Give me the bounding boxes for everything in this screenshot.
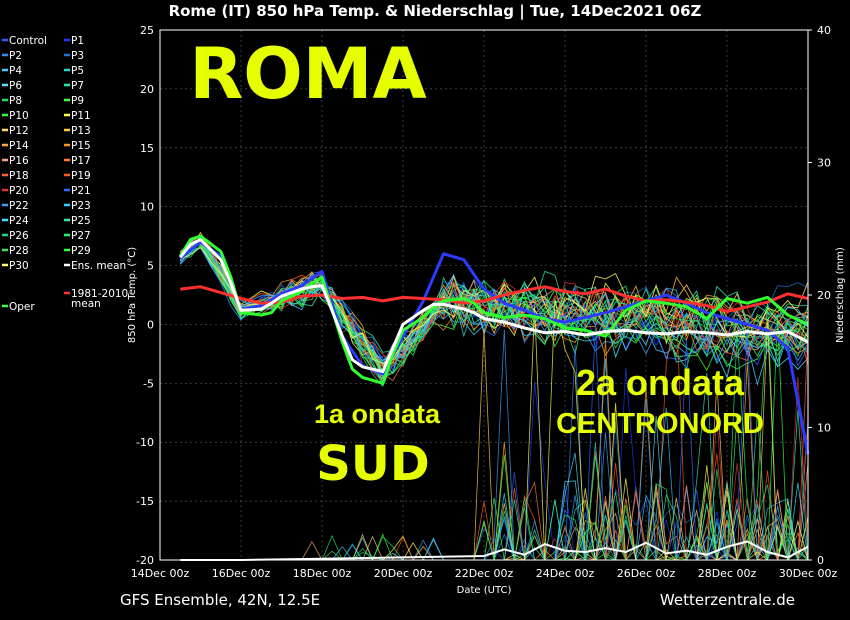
legend-label: P30 [9,260,29,272]
y-tick-left: 5 [147,260,154,273]
y-tick-left: -5 [143,377,154,390]
y-tick-left: 10 [140,201,154,214]
legend-label: P1 [71,35,84,47]
precip-ens-mean-line [180,540,809,561]
y-tick-right: 10 [817,422,831,435]
legend-label: P16 [9,155,29,167]
y-tick-left: -15 [136,495,154,508]
legend-label: P24 [9,215,29,227]
legend-label: P17 [71,155,91,167]
legend-label: P15 [71,140,91,152]
annotation-sud: SUD [316,436,429,492]
y-tick-right: 30 [817,157,831,170]
legend-label: P23 [71,200,91,212]
x-tick: 20Dec 00z [374,567,433,580]
annotation-2a-ondata: 2a ondata [576,362,745,403]
legend: Control P1 P2 P3 P4 P5 P6 P7 P8 P9 P10 P11 P12 P13 P14… [2,35,128,313]
legend-label: Control [9,35,47,47]
legend-label: P19 [71,170,91,182]
y-tick-right: 40 [817,24,831,37]
legend-label: P4 [9,65,22,77]
ensemble-member-line [179,237,809,371]
legend-label: P18 [9,170,29,182]
legend-label: P14 [9,140,29,152]
x-tick: 14Dec 00z [131,567,190,580]
x-ticks: 14Dec 00z 16Dec 00z 18Dec 00z 20Dec 00z 22De… [131,567,838,580]
legend-label: P25 [71,215,91,227]
y-tick-right: 20 [817,289,831,302]
y-tick-right: 0 [817,554,824,567]
legend-label: P5 [71,65,84,77]
x-axis-label: Date (UTC) [457,585,512,596]
legend-label: P7 [71,80,84,92]
chart-title: Rome (IT) 850 hPa Temp. & Niederschlag |… [169,2,702,21]
y-tick-left: -20 [136,554,154,567]
legend-label: P29 [71,245,91,257]
y-tick-left: -10 [136,436,154,449]
x-tick: 16Dec 00z [212,567,271,580]
y-tick-left: 0 [147,318,154,331]
legend-label: P9 [71,95,84,107]
legend-label: P8 [9,95,22,107]
legend-label: P28 [9,245,29,257]
legend-label: P22 [9,200,29,212]
y-tick-left: 15 [140,142,154,155]
x-tick: 26Dec 00z [617,567,676,580]
legend-label: P20 [9,185,29,197]
y-ticks-right: 40 30 20 10 0 [808,24,831,567]
legend-label: P21 [71,185,91,197]
annotation-1a-ondata: 1a ondata [314,399,441,429]
annotation-roma: ROMA [189,33,426,115]
key-lines [179,234,810,455]
y-axis-label-left: 850 hPa Temp. (°C) [127,247,138,343]
legend-label: P10 [9,110,29,122]
legend-label: P26 [9,230,29,242]
series-line-1981-2010-mean [180,285,809,313]
legend-label: P12 [9,125,29,137]
footer-right: Wetterzentrale.de [660,591,795,609]
legend-label: Oper [9,301,35,313]
precip-member-line [180,472,808,562]
legend-label: P13 [71,125,91,137]
y-tick-left: 20 [140,83,154,96]
legend-label: P3 [71,50,84,62]
x-tick: 28Dec 00z [698,567,757,580]
y-axis-label-right: Niederschlag (mm) [835,247,846,343]
series-line-ens-mean [179,238,809,374]
footer-left: GFS Ensemble, 42N, 12.5E [120,591,320,609]
x-tick: 22Dec 00z [455,567,514,580]
x-tick: 24Dec 00z [536,567,595,580]
legend-label: P2 [9,50,22,62]
legend-label: P11 [71,110,91,122]
annotation-centronord: CENTRONORD [556,408,764,440]
y-ticks-left: 25 20 15 10 5 0 -5 -10 -15 -20 [136,24,154,567]
legend-label: P27 [71,230,91,242]
legend-label: Ens. mean [71,260,126,272]
x-tick: 18Dec 00z [293,567,352,580]
y-tick-left: 25 [140,24,154,37]
series-line-control [179,240,810,455]
ensemble-member-line [179,235,809,384]
x-tick: 30Dec 00z [779,567,838,580]
legend-label: 1981-2010 mean [71,288,128,310]
legend-label: P6 [9,80,22,92]
